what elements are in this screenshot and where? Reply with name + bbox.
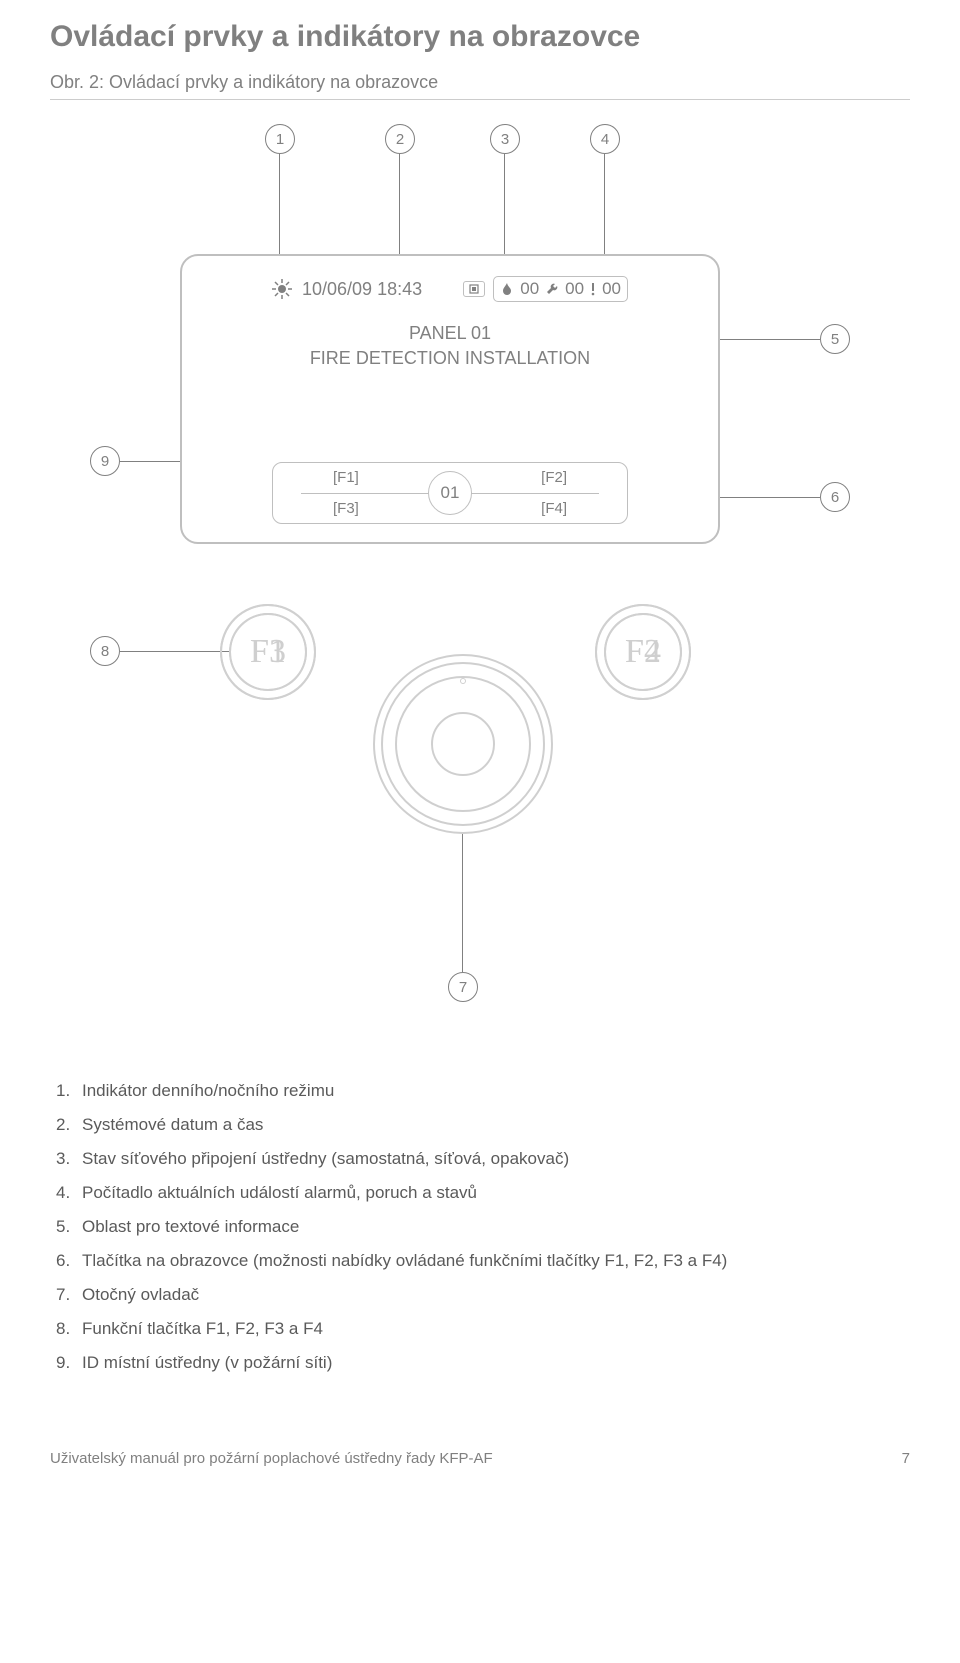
counter-alert: 00 (602, 279, 621, 299)
callout-9: 9 (90, 446, 120, 476)
callout-6: 6 (820, 482, 850, 512)
page-footer: Uživatelský manuál pro požární poplachov… (50, 1450, 910, 1467)
callout-1: 1 (265, 124, 295, 154)
legend-item: 4.Počítadlo aktuálních událostí alarmů, … (56, 1176, 910, 1210)
datetime-text: 10/06/09 18:43 (302, 279, 422, 300)
callout-3: 3 (490, 124, 520, 154)
panel-info-text: PANEL 01 FIRE DETECTION INSTALLATION (182, 321, 718, 371)
legend-item: 3.Stav síťového připojení ústředny (samo… (56, 1142, 910, 1176)
network-icon (463, 281, 485, 297)
footer-text: Uživatelský manuál pro požární poplachov… (50, 1450, 493, 1467)
softkey-bar: 01 [F1] [F2] [F3] [F4] (272, 462, 628, 524)
legend-item: 7.Otočný ovladač (56, 1278, 910, 1312)
leader-line (720, 339, 820, 340)
legend-item: 1.Indikátor denního/nočního režimu (56, 1074, 910, 1108)
legend-item: 2.Systémové datum a čas (56, 1108, 910, 1142)
panel-line1: PANEL 01 (182, 321, 718, 346)
f3-button[interactable]: F3 (220, 604, 316, 700)
callout-7: 7 (448, 972, 478, 1002)
counter-fault: 00 (565, 279, 584, 299)
diagram-container: 1 2 3 4 5 6 9 8 7 10/06/09 18:43 (60, 124, 900, 1044)
callout-5: 5 (820, 324, 850, 354)
softkey-f1: [F1] (333, 469, 359, 486)
display-screen: 10/06/09 18:43 00 00 00 PANEL 01 FIRE DE… (180, 254, 720, 544)
sun-icon (272, 279, 292, 299)
legend-item: 9.ID místní ústředny (v požární síti) (56, 1346, 910, 1380)
callout-4: 4 (590, 124, 620, 154)
panel-line2: FIRE DETECTION INSTALLATION (182, 346, 718, 371)
page-title: Ovládací prvky a indikátory na obrazovce (50, 20, 910, 54)
page-number: 7 (902, 1450, 910, 1467)
counter-fire: 00 (520, 279, 539, 299)
callout-2: 2 (385, 124, 415, 154)
legend-list: 1.Indikátor denního/nočního režimu 2.Sys… (56, 1074, 910, 1380)
physical-controls: F1 F2 F3 F4 (200, 604, 720, 954)
legend-item: 8.Funkční tlačítka F1, F2, F3 a F4 (56, 1312, 910, 1346)
jog-dial[interactable] (373, 654, 553, 834)
fire-icon (500, 282, 514, 296)
callout-8: 8 (90, 636, 120, 666)
softkey-f3: [F3] (333, 500, 359, 517)
legend-item: 5.Oblast pro textové informace (56, 1210, 910, 1244)
event-counters: 00 00 00 (493, 276, 628, 302)
legend-item: 6.Tlačítka na obrazovce (možnosti nabídk… (56, 1244, 910, 1278)
leader-line (120, 461, 180, 462)
f4-button[interactable]: F4 (595, 604, 691, 700)
softkey-f2: [F2] (541, 469, 567, 486)
status-bar: 10/06/09 18:43 00 00 00 (272, 274, 628, 304)
softkey-f4: [F4] (541, 500, 567, 517)
softkey-center-id: 01 (428, 471, 472, 515)
figure-caption: Obr. 2: Ovládací prvky a indikátory na o… (50, 72, 910, 100)
alert-icon (590, 282, 596, 296)
wrench-icon (545, 282, 559, 296)
